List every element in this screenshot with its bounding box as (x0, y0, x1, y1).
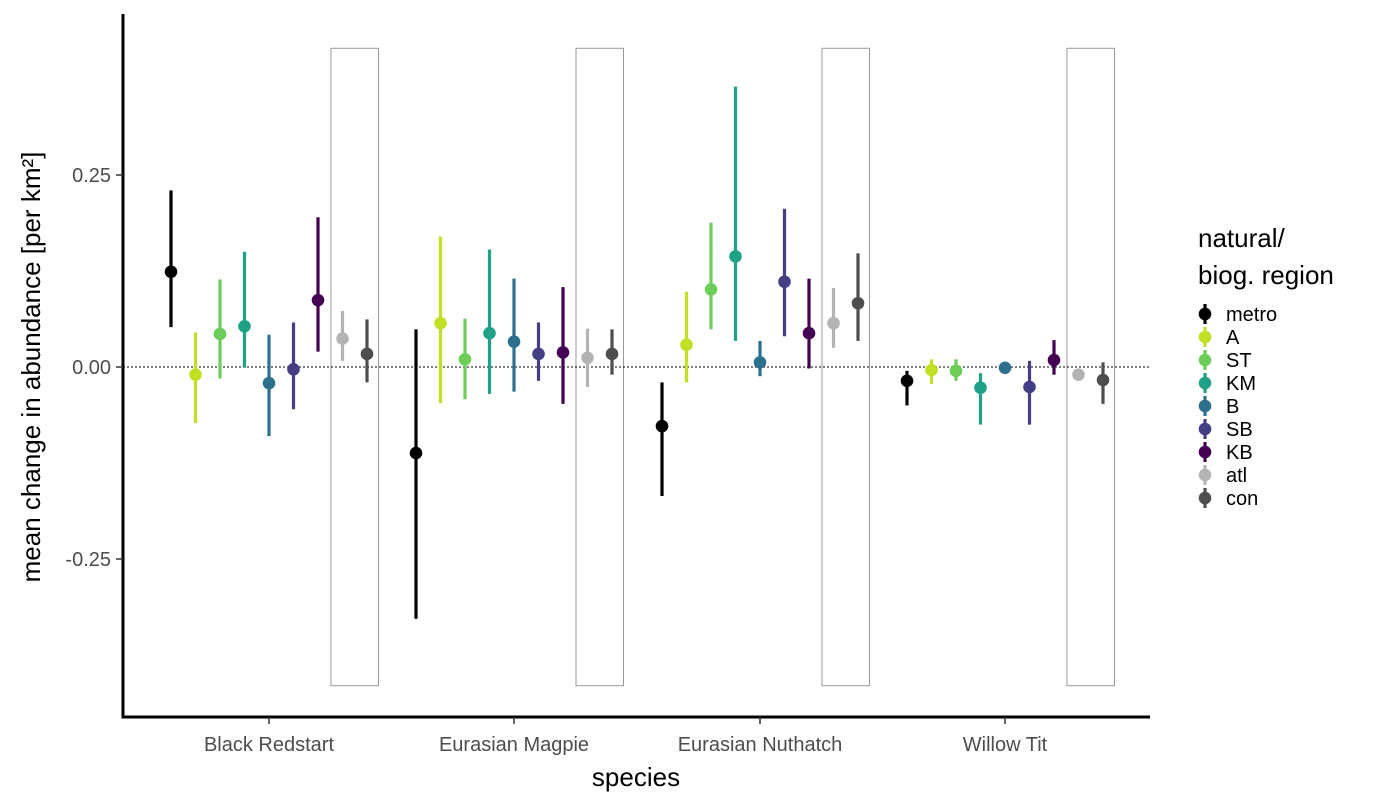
data-point (1096, 373, 1110, 387)
legend-label: KB (1226, 442, 1253, 464)
data-point (949, 364, 963, 378)
data-point (900, 374, 914, 388)
legend-key-point (1198, 422, 1212, 436)
legend-label: ST (1226, 350, 1252, 372)
legend-item-KM: KM (1198, 373, 1256, 395)
data-point (925, 363, 938, 377)
data-point (213, 327, 227, 341)
legend-label: SB (1226, 419, 1253, 441)
data-point (827, 316, 840, 330)
data-point (311, 293, 325, 307)
series-A (189, 236, 938, 424)
legend-label: con (1226, 488, 1258, 510)
y-axis: 0.25 0.00 -0.25 (65, 14, 125, 717)
legend-item-SB: SB (1198, 419, 1253, 441)
x-tick-label: Eurasian Magpie (439, 734, 589, 756)
data-point (532, 347, 545, 361)
data-point (802, 326, 816, 340)
data-point (753, 356, 767, 369)
series-ST (213, 222, 963, 400)
data-point (655, 419, 669, 433)
y-tick-label: -0.25 (65, 549, 111, 571)
series-metro (164, 190, 914, 619)
x-tick-label: Black Redstart (204, 734, 334, 756)
y-axis-title: mean change in abundance [per km²] (16, 152, 46, 583)
legend-label: KM (1226, 373, 1256, 395)
data-point (483, 326, 496, 340)
legend-item-KB: KB (1198, 442, 1253, 464)
data-point (998, 361, 1012, 375)
legend-item-con: con (1198, 488, 1258, 510)
data-point (1023, 380, 1036, 394)
series-KB (311, 217, 1061, 404)
legend-item-B: B (1198, 396, 1239, 418)
data-point (507, 335, 521, 348)
data-point (605, 347, 619, 361)
series-SB (287, 208, 1036, 425)
legend-item-A: A (1198, 327, 1240, 349)
y-tick-label: 0.25 (72, 165, 111, 187)
legend-key-point (1198, 307, 1212, 321)
series-KM (238, 86, 987, 425)
data-point (458, 353, 472, 366)
legend-key-point (1198, 376, 1212, 390)
data-point (851, 296, 865, 310)
legend-label: metro (1226, 304, 1277, 326)
data-point (409, 446, 423, 460)
data-point (189, 368, 202, 381)
data-point (238, 319, 251, 333)
x-axis-title: species (592, 762, 680, 792)
data-point (262, 376, 276, 390)
data-point (556, 346, 570, 359)
y-tick-label: 0.00 (72, 357, 111, 379)
data-point (729, 250, 742, 263)
data-point (581, 351, 594, 365)
highlight-box (821, 47, 870, 687)
legend-key-point (1198, 330, 1212, 344)
legend-item-metro: metro (1198, 304, 1277, 326)
x-tick-label: Willow Tit (963, 734, 1048, 756)
data-point (1072, 368, 1085, 381)
series-atl (336, 287, 1085, 387)
legend-key-point (1198, 353, 1212, 367)
legend-key-point (1198, 468, 1212, 482)
legend-label: A (1226, 327, 1240, 349)
data-point (360, 347, 374, 361)
data-point (164, 265, 178, 279)
legend-label: B (1226, 396, 1239, 418)
legend-item-ST: ST (1198, 350, 1252, 372)
legend-title: natural/ (1198, 223, 1285, 253)
data-point (974, 381, 987, 395)
data-point (680, 338, 693, 352)
legend: natural/biog. region metroASTKMBSBKBatlco… (1198, 223, 1334, 510)
legend-title: biog. region (1198, 260, 1334, 290)
plot-panel (123, 47, 1150, 687)
x-tick-label: Eurasian Nuthatch (678, 734, 843, 756)
data-point (778, 275, 791, 289)
legend-key-point (1198, 399, 1212, 413)
legend-key-point (1198, 445, 1212, 459)
data-point (434, 316, 447, 330)
data-point (704, 283, 718, 296)
series-B (262, 278, 1012, 437)
series-con (360, 253, 1110, 404)
legend-key-point (1198, 491, 1212, 505)
x-axis: Black Redstart Eurasian Magpie Eurasian Nu… (121, 715, 1150, 756)
data-point (1047, 353, 1061, 367)
data-point (336, 332, 349, 345)
data-point (287, 363, 300, 376)
legend-label: atl (1226, 465, 1247, 487)
legend-item-atl: atl (1198, 465, 1247, 487)
